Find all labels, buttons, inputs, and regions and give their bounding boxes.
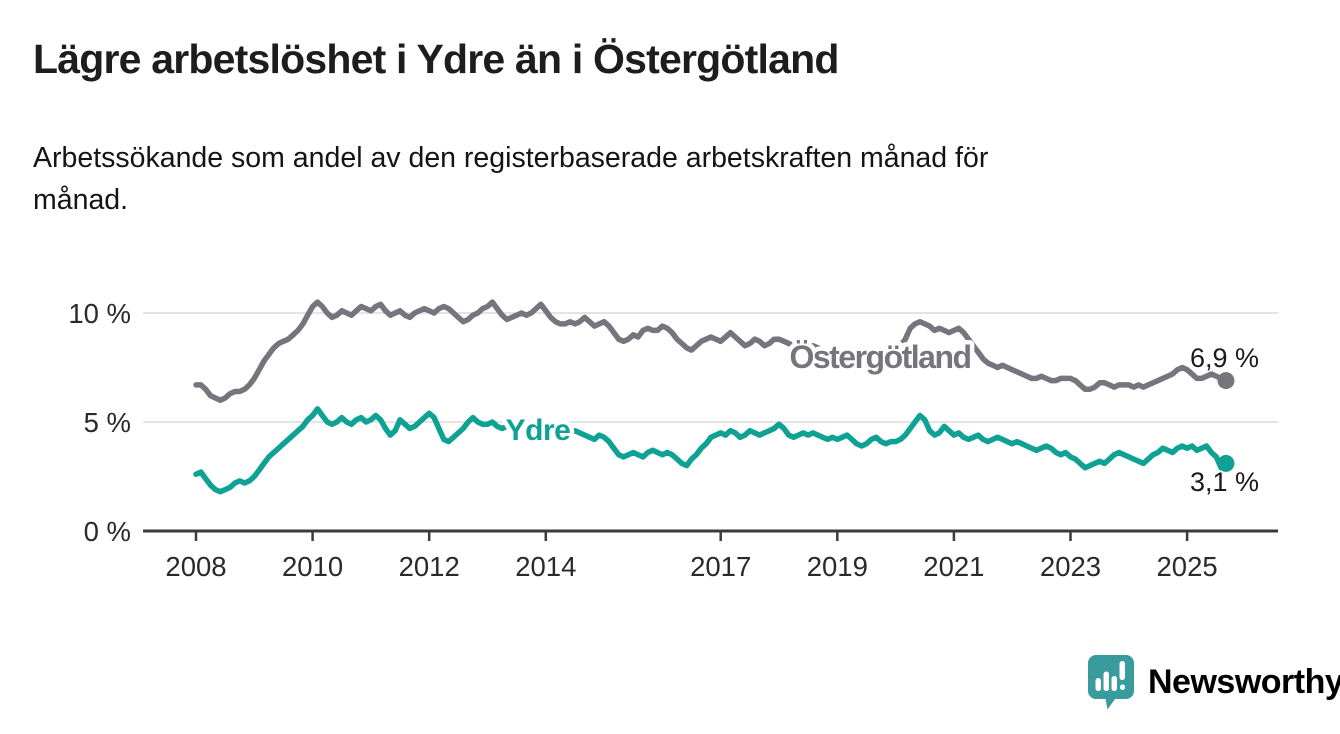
x-axis-ticks (194, 531, 1189, 541)
newsworthy-logo-icon (1088, 655, 1134, 710)
x-tick-label: 2008 (165, 551, 226, 582)
x-tick-label: 2017 (690, 551, 751, 582)
ydre-series-label: Ydre (506, 414, 571, 447)
logo-exclamation-dot (1120, 684, 1125, 690)
oestergoetland-end-value: 6,9 % (1190, 343, 1259, 373)
logo-bar-tall (1103, 671, 1109, 691)
logo-bar-small (1095, 678, 1101, 691)
x-axis-labels: 2008 2010 2012 2014 2017 2019 2021 2023 2025 (165, 551, 1217, 582)
x-tick-label: 2021 (923, 551, 984, 582)
oestergoetland-line (193, 299, 1229, 403)
chart-title: Lägre arbetslöshet i Ydre än i Östergötl… (33, 36, 839, 82)
x-tick-label: 2014 (515, 551, 576, 582)
logo-bubble-shape (1088, 655, 1134, 710)
x-tick-label: 2025 (1157, 551, 1218, 582)
y-tick-label: 0 % (84, 516, 131, 547)
y-tick-label: 5 % (84, 407, 131, 438)
oestergoetland-end-dot (1217, 372, 1235, 390)
subtitle-line-1: Arbetssökande som andel av den registerb… (33, 142, 989, 174)
ydre-end-dot (1217, 454, 1235, 472)
x-tick-label: 2010 (282, 551, 343, 582)
newsworthy-logo: Newsworthy (1085, 652, 1340, 712)
ydre-end-value: 3,1 % (1190, 467, 1259, 497)
logo-exclamation-bar (1119, 661, 1125, 680)
x-tick-label: 2023 (1040, 551, 1101, 582)
oestergoetland-series-label: Östergötland (789, 339, 970, 375)
newsworthy-logo-text: Newsworthy (1148, 662, 1340, 701)
y-tick-label: 10 % (68, 298, 131, 329)
x-tick-label: 2019 (807, 551, 868, 582)
y-axis-labels: 0 % 5 % 10 % (68, 298, 131, 547)
gridlines (143, 312, 1278, 423)
chart-subtitle: Arbetssökande som andel av den registerb… (33, 138, 988, 222)
subtitle-line-2: månad. (33, 183, 129, 216)
x-tick-label: 2012 (399, 551, 460, 582)
logo-bar-medium (1111, 676, 1117, 691)
ydre-line (193, 406, 1229, 495)
